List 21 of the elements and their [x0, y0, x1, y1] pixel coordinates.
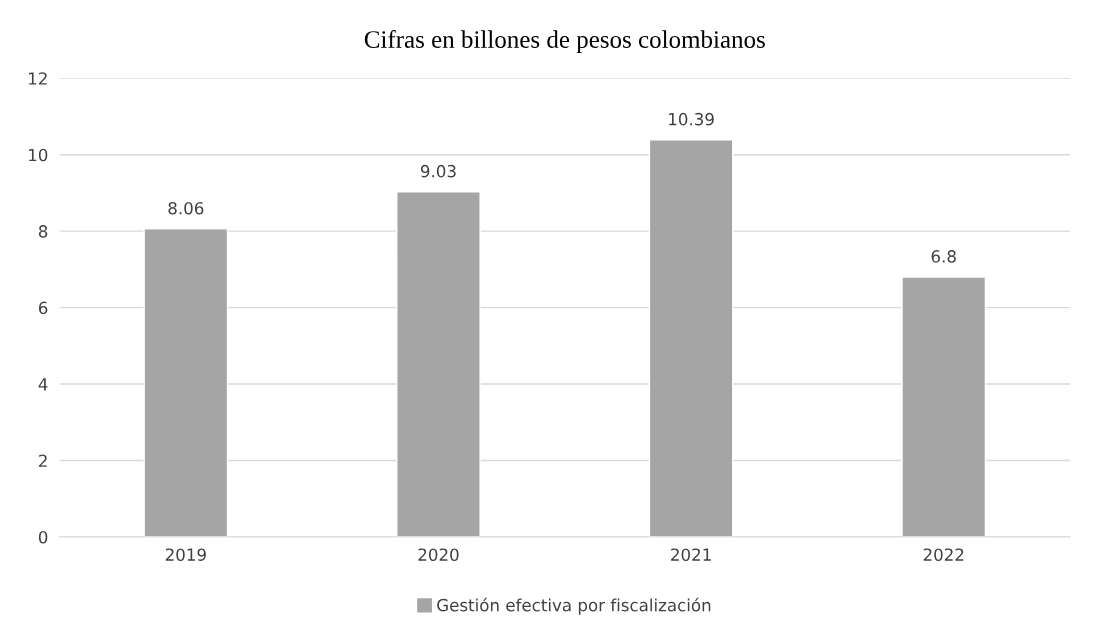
x-tick-label: 2022 [923, 548, 964, 561]
y-tick-label: 10 [29, 148, 48, 162]
y-tick-label: 4 [38, 378, 48, 391]
bar [648, 139, 734, 537]
chart-title: Cifras en billones de pesos colombianos [364, 30, 765, 54]
data-label: 6.8 [931, 250, 956, 263]
bar [143, 228, 229, 537]
y-tick-label: 12 [29, 72, 47, 85]
legend-label: Gestión efectiva por fiscalización [437, 597, 711, 615]
y-tick-label: 0 [38, 530, 48, 544]
y-tick-label: 8 [38, 225, 48, 238]
data-label: 9.03 [420, 164, 456, 178]
x-tick-label: 2019 [165, 548, 206, 561]
x-tick-label: 2021 [671, 548, 711, 561]
y-tick-label: 2 [39, 454, 47, 467]
bar [396, 191, 481, 537]
data-label: 8.06 [168, 201, 204, 215]
y-tick-label: 6 [38, 301, 48, 315]
x-tick-label: 2020 [418, 548, 459, 561]
data-label: 10.39 [669, 112, 714, 126]
bar [901, 276, 987, 537]
